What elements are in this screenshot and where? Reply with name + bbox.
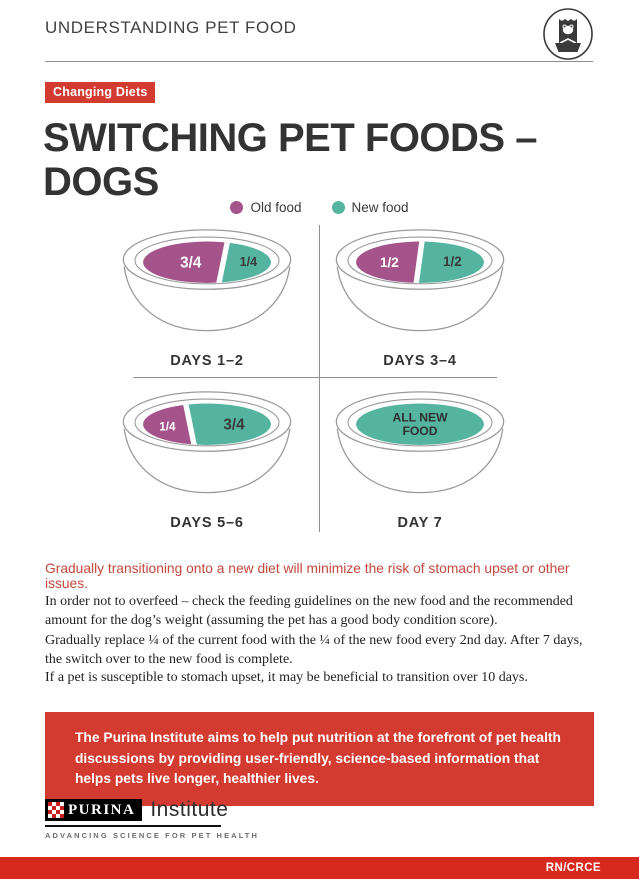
grid-horizontal-divider	[133, 377, 497, 378]
bowl-days-5-6: 1/4 3/4 DAYS 5–6	[117, 388, 297, 531]
pet-food-bag-and-bowl-icon	[542, 7, 594, 61]
portion-fraction-new: 3/4	[223, 417, 245, 434]
portion-fraction-old: 3/4	[180, 255, 202, 272]
portion-fraction-new: 1/4	[240, 255, 258, 269]
portion-fraction-old: 1/4	[159, 421, 176, 434]
bowl-label: DAYS 5–6	[170, 515, 244, 531]
logo-tagline: ADVANCING SCIENCE FOR PET HEALTH	[45, 831, 260, 840]
bowl-days-3-4: 1/2 1/2 DAYS 3–4	[330, 226, 510, 369]
new-food-dot-icon	[331, 201, 345, 214]
body-paragraph-1: In order not to overfeed – check the fee…	[45, 594, 573, 629]
document-header-title: UNDERSTANDING PET FOOD	[45, 18, 297, 37]
legend-item-old-food: Old food	[230, 200, 302, 215]
purina-checkerboard-icon	[48, 802, 64, 818]
portion-text-line1: ALL NEW	[392, 411, 448, 425]
institute-text: Institute	[150, 798, 229, 821]
bowl-days-1-2: 3/4 1/4 DAYS 1–2	[117, 226, 297, 369]
footer-code: RN/CRCE	[545, 862, 601, 874]
legend-label: New food	[351, 200, 409, 215]
bowl-graphic: ALL NEW FOOD	[335, 391, 505, 494]
bowl-graphic: 1/2 1/2	[335, 229, 505, 332]
mission-callout-box: The Purina Institute aims to help put nu…	[45, 712, 594, 807]
page-title: SWITCHING PET FOODS – DOGS	[43, 116, 537, 204]
body-paragraph-2: Gradually replace ¼ of the current food …	[45, 633, 583, 668]
portion-text-line2: FOOD	[402, 424, 437, 438]
portion-fraction-new: 1/2	[443, 254, 462, 269]
body-paragraph-3: If a pet is susceptible to stomach upset…	[45, 670, 528, 685]
footer-bar: RN/CRCE	[0, 857, 639, 879]
bowl-label: DAY 7	[397, 515, 443, 531]
legend-item-new-food: New food	[331, 200, 409, 215]
old-food-dot-icon	[230, 201, 244, 214]
header-divider	[45, 61, 593, 62]
lead-sentence: Gradually transitioning onto a new diet …	[45, 561, 570, 591]
grid-vertical-divider	[319, 225, 320, 532]
legend-label: Old food	[250, 200, 302, 215]
legend: Old food New food	[0, 200, 639, 215]
purina-wordmark: PURINA	[45, 799, 143, 821]
section-badge: Changing Diets	[45, 82, 156, 103]
bowl-day-7: ALL NEW FOOD DAY 7	[330, 388, 510, 531]
bowl-label: DAYS 3–4	[383, 353, 457, 369]
bowl-label: DAYS 1–2	[170, 353, 244, 369]
bowl-graphic: 3/4 1/4	[122, 229, 292, 332]
purina-brand-text: PURINA	[68, 801, 136, 818]
logo-underline	[45, 825, 221, 827]
bowl-diagram-grid: 3/4 1/4 DAYS 1–2 1/2 1/2 DAYS 3–4	[0, 222, 639, 534]
purina-institute-logo: PURINA Institute ADVANCING SCIENCE FOR P…	[45, 798, 260, 840]
bowl-graphic: 1/4 3/4	[122, 391, 292, 494]
portion-fraction-old: 1/2	[380, 255, 399, 270]
